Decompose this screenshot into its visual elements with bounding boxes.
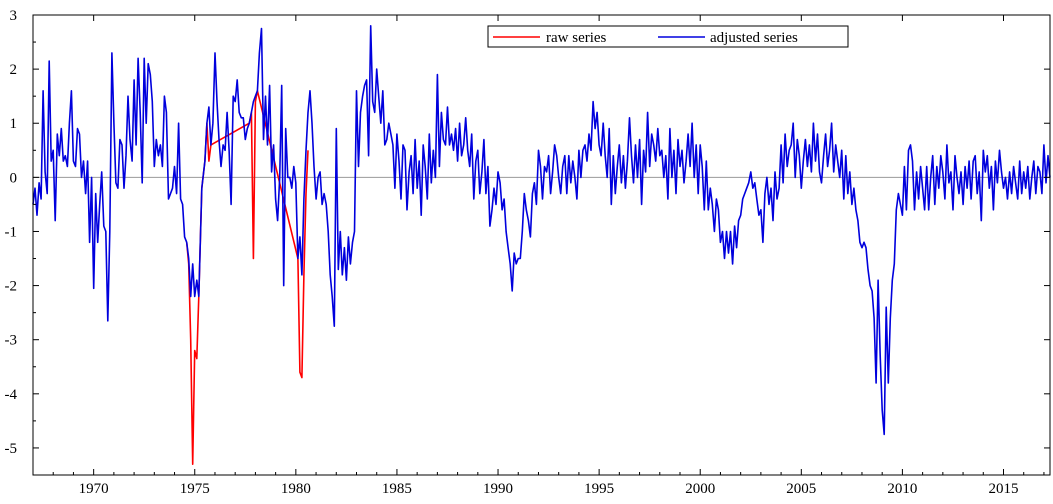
x-tick-label: 2000: [685, 481, 715, 497]
x-tick-label: 1980: [281, 481, 311, 497]
y-tick-label: -2: [5, 279, 18, 295]
x-tick-label: 1985: [382, 481, 412, 497]
y-tick-label: 1: [10, 116, 18, 132]
x-tick-label: 1970: [79, 481, 109, 497]
legend: raw series adjusted series: [487, 25, 849, 48]
x-tick-label: 1990: [483, 481, 513, 497]
x-tick-label: 2015: [988, 481, 1018, 497]
y-tick-label: -1: [5, 224, 18, 240]
y-axis: 3 2 1 0 -1 -2 -3 -4 -5: [5, 8, 1050, 476]
y-tick-label: 2: [10, 62, 18, 78]
y-tick-label: 0: [10, 170, 18, 186]
y-tick-label: -4: [5, 387, 18, 403]
series-line-adjusted-series: [32, 24, 1051, 436]
series-layer: [32, 24, 1051, 466]
x-axis: 1970 1975 1980 1985 1990 1995 2000 2005 2010 2015: [32, 15, 1045, 497]
legend-label-raw-series: raw series: [546, 30, 607, 46]
x-tick-label: 1995: [584, 481, 614, 497]
plot-frame: [32, 14, 1051, 476]
x-tick-label: 2010: [887, 481, 917, 497]
x-tick-label: 1975: [180, 481, 210, 497]
legend-label-adjusted-series: adjusted series: [710, 30, 798, 46]
x-tick-label: 2005: [786, 481, 816, 497]
y-tick-label: 3: [10, 8, 18, 24]
y-tick-label: -5: [5, 441, 18, 457]
y-tick-label: -3: [5, 333, 18, 349]
